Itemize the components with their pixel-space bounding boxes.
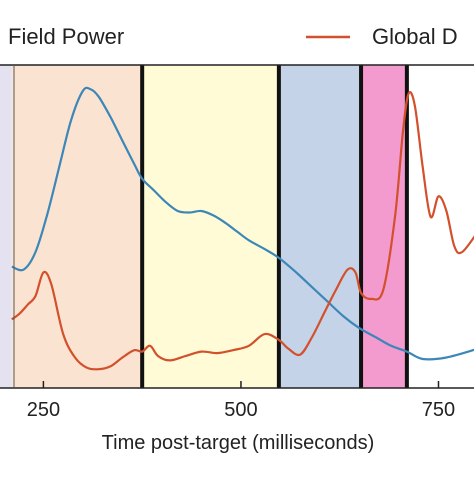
regions-layer [0, 65, 407, 388]
region-4 [361, 65, 407, 388]
legend-label-global-d: Global D [372, 24, 458, 49]
region-2 [142, 65, 279, 388]
x-axis-title: Time post-target (milliseconds) [102, 432, 375, 454]
legend: Field Power Global D [8, 24, 458, 49]
legend-label-field-power: Field Power [8, 24, 124, 49]
region-3 [278, 65, 362, 388]
series-layer [11, 86, 474, 371]
region-1 [11, 65, 143, 388]
series-line-global-d [11, 90, 474, 371]
region-0 [0, 65, 12, 388]
plot-frame [0, 64, 474, 389]
x-tick-label-1: 500 [224, 399, 257, 421]
x-axis-ticks: 250 500 750 [27, 381, 455, 421]
boundaries-layer [140, 65, 409, 388]
x-tick-label-0: 250 [27, 399, 60, 421]
x-tick-label-2: 750 [422, 399, 455, 421]
series-line-field-power [11, 86, 474, 361]
